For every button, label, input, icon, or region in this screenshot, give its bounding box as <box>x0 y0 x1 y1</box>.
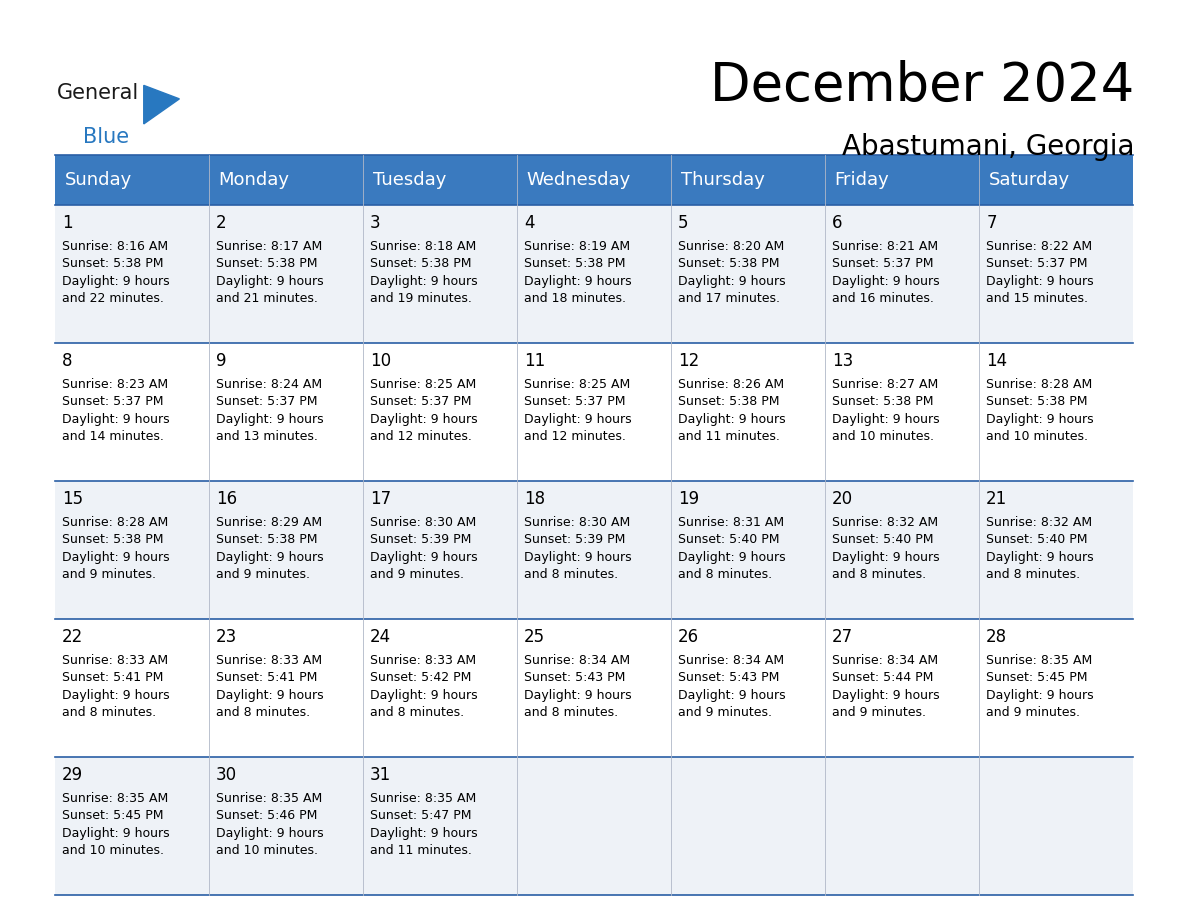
Text: 29: 29 <box>62 767 83 784</box>
Text: Sunrise: 8:26 AM
Sunset: 5:38 PM
Daylight: 9 hours
and 11 minutes.: Sunrise: 8:26 AM Sunset: 5:38 PM Dayligh… <box>678 378 785 443</box>
Text: 3: 3 <box>371 214 380 232</box>
Text: 7: 7 <box>986 214 997 232</box>
Bar <box>209 155 364 205</box>
Text: Blue: Blue <box>83 127 129 147</box>
Text: Saturday: Saturday <box>988 171 1069 189</box>
Text: 31: 31 <box>371 767 391 784</box>
Text: Sunrise: 8:28 AM
Sunset: 5:38 PM
Daylight: 9 hours
and 10 minutes.: Sunrise: 8:28 AM Sunset: 5:38 PM Dayligh… <box>986 378 1094 443</box>
Bar <box>824 155 979 205</box>
Text: 27: 27 <box>832 628 853 646</box>
Text: Sunrise: 8:35 AM
Sunset: 5:46 PM
Daylight: 9 hours
and 10 minutes.: Sunrise: 8:35 AM Sunset: 5:46 PM Dayligh… <box>216 792 324 857</box>
Text: 14: 14 <box>986 353 1007 370</box>
Text: Tuesday: Tuesday <box>373 171 446 189</box>
Bar <box>55 619 1133 757</box>
Text: Sunrise: 8:28 AM
Sunset: 5:38 PM
Daylight: 9 hours
and 9 minutes.: Sunrise: 8:28 AM Sunset: 5:38 PM Dayligh… <box>62 516 170 581</box>
Text: Sunrise: 8:21 AM
Sunset: 5:37 PM
Daylight: 9 hours
and 16 minutes.: Sunrise: 8:21 AM Sunset: 5:37 PM Dayligh… <box>832 240 940 306</box>
Text: 30: 30 <box>216 767 238 784</box>
Bar <box>517 155 671 205</box>
Text: Sunrise: 8:25 AM
Sunset: 5:37 PM
Daylight: 9 hours
and 12 minutes.: Sunrise: 8:25 AM Sunset: 5:37 PM Dayligh… <box>524 378 632 443</box>
Text: Sunrise: 8:27 AM
Sunset: 5:38 PM
Daylight: 9 hours
and 10 minutes.: Sunrise: 8:27 AM Sunset: 5:38 PM Dayligh… <box>832 378 940 443</box>
Text: Sunrise: 8:32 AM
Sunset: 5:40 PM
Daylight: 9 hours
and 8 minutes.: Sunrise: 8:32 AM Sunset: 5:40 PM Dayligh… <box>832 516 940 581</box>
Text: Sunrise: 8:25 AM
Sunset: 5:37 PM
Daylight: 9 hours
and 12 minutes.: Sunrise: 8:25 AM Sunset: 5:37 PM Dayligh… <box>371 378 478 443</box>
Bar <box>55 757 1133 895</box>
Bar <box>55 205 1133 343</box>
Text: 26: 26 <box>678 628 700 646</box>
Text: 1: 1 <box>62 214 72 232</box>
Bar <box>979 155 1133 205</box>
Text: Sunrise: 8:23 AM
Sunset: 5:37 PM
Daylight: 9 hours
and 14 minutes.: Sunrise: 8:23 AM Sunset: 5:37 PM Dayligh… <box>62 378 170 443</box>
Text: Sunday: Sunday <box>64 171 132 189</box>
Text: 23: 23 <box>216 628 238 646</box>
Bar <box>671 155 824 205</box>
Text: Sunrise: 8:35 AM
Sunset: 5:47 PM
Daylight: 9 hours
and 11 minutes.: Sunrise: 8:35 AM Sunset: 5:47 PM Dayligh… <box>371 792 478 857</box>
Text: Sunrise: 8:34 AM
Sunset: 5:44 PM
Daylight: 9 hours
and 9 minutes.: Sunrise: 8:34 AM Sunset: 5:44 PM Dayligh… <box>832 654 940 720</box>
Text: 16: 16 <box>216 490 238 509</box>
Text: Sunrise: 8:34 AM
Sunset: 5:43 PM
Daylight: 9 hours
and 8 minutes.: Sunrise: 8:34 AM Sunset: 5:43 PM Dayligh… <box>524 654 632 720</box>
Text: Sunrise: 8:30 AM
Sunset: 5:39 PM
Daylight: 9 hours
and 9 minutes.: Sunrise: 8:30 AM Sunset: 5:39 PM Dayligh… <box>371 516 478 581</box>
Bar <box>55 155 209 205</box>
Text: 15: 15 <box>62 490 83 509</box>
Text: Sunrise: 8:22 AM
Sunset: 5:37 PM
Daylight: 9 hours
and 15 minutes.: Sunrise: 8:22 AM Sunset: 5:37 PM Dayligh… <box>986 240 1094 306</box>
Text: Abastumani, Georgia: Abastumani, Georgia <box>842 133 1135 162</box>
Text: 24: 24 <box>371 628 391 646</box>
Text: Sunrise: 8:17 AM
Sunset: 5:38 PM
Daylight: 9 hours
and 21 minutes.: Sunrise: 8:17 AM Sunset: 5:38 PM Dayligh… <box>216 240 324 306</box>
Text: Sunrise: 8:34 AM
Sunset: 5:43 PM
Daylight: 9 hours
and 9 minutes.: Sunrise: 8:34 AM Sunset: 5:43 PM Dayligh… <box>678 654 785 720</box>
Text: Monday: Monday <box>219 171 290 189</box>
Text: Sunrise: 8:35 AM
Sunset: 5:45 PM
Daylight: 9 hours
and 9 minutes.: Sunrise: 8:35 AM Sunset: 5:45 PM Dayligh… <box>986 654 1094 720</box>
Text: 13: 13 <box>832 353 853 370</box>
Bar <box>55 343 1133 481</box>
Text: Sunrise: 8:24 AM
Sunset: 5:37 PM
Daylight: 9 hours
and 13 minutes.: Sunrise: 8:24 AM Sunset: 5:37 PM Dayligh… <box>216 378 324 443</box>
Text: Sunrise: 8:18 AM
Sunset: 5:38 PM
Daylight: 9 hours
and 19 minutes.: Sunrise: 8:18 AM Sunset: 5:38 PM Dayligh… <box>371 240 478 306</box>
Text: Sunrise: 8:20 AM
Sunset: 5:38 PM
Daylight: 9 hours
and 17 minutes.: Sunrise: 8:20 AM Sunset: 5:38 PM Dayligh… <box>678 240 785 306</box>
Text: 10: 10 <box>371 353 391 370</box>
Text: 18: 18 <box>524 490 545 509</box>
Text: Sunrise: 8:35 AM
Sunset: 5:45 PM
Daylight: 9 hours
and 10 minutes.: Sunrise: 8:35 AM Sunset: 5:45 PM Dayligh… <box>62 792 170 857</box>
Text: 17: 17 <box>371 490 391 509</box>
Text: 22: 22 <box>62 628 83 646</box>
Text: Sunrise: 8:32 AM
Sunset: 5:40 PM
Daylight: 9 hours
and 8 minutes.: Sunrise: 8:32 AM Sunset: 5:40 PM Dayligh… <box>986 516 1094 581</box>
Text: Sunrise: 8:31 AM
Sunset: 5:40 PM
Daylight: 9 hours
and 8 minutes.: Sunrise: 8:31 AM Sunset: 5:40 PM Dayligh… <box>678 516 785 581</box>
Text: 9: 9 <box>216 353 227 370</box>
Text: 5: 5 <box>678 214 689 232</box>
Text: 20: 20 <box>832 490 853 509</box>
Text: 19: 19 <box>678 490 700 509</box>
Text: 25: 25 <box>524 628 545 646</box>
Bar <box>55 481 1133 619</box>
Text: 12: 12 <box>678 353 700 370</box>
Text: General: General <box>57 83 139 103</box>
Text: Sunrise: 8:30 AM
Sunset: 5:39 PM
Daylight: 9 hours
and 8 minutes.: Sunrise: 8:30 AM Sunset: 5:39 PM Dayligh… <box>524 516 632 581</box>
Text: 8: 8 <box>62 353 72 370</box>
Text: Wednesday: Wednesday <box>526 171 631 189</box>
Text: Sunrise: 8:29 AM
Sunset: 5:38 PM
Daylight: 9 hours
and 9 minutes.: Sunrise: 8:29 AM Sunset: 5:38 PM Dayligh… <box>216 516 324 581</box>
Text: 2: 2 <box>216 214 227 232</box>
Text: Sunrise: 8:33 AM
Sunset: 5:41 PM
Daylight: 9 hours
and 8 minutes.: Sunrise: 8:33 AM Sunset: 5:41 PM Dayligh… <box>62 654 170 720</box>
Text: December 2024: December 2024 <box>710 60 1135 112</box>
Bar <box>364 155 517 205</box>
Text: Sunrise: 8:16 AM
Sunset: 5:38 PM
Daylight: 9 hours
and 22 minutes.: Sunrise: 8:16 AM Sunset: 5:38 PM Dayligh… <box>62 240 170 306</box>
Text: Friday: Friday <box>834 171 890 189</box>
Text: Sunrise: 8:19 AM
Sunset: 5:38 PM
Daylight: 9 hours
and 18 minutes.: Sunrise: 8:19 AM Sunset: 5:38 PM Dayligh… <box>524 240 632 306</box>
Text: 6: 6 <box>832 214 842 232</box>
Text: 11: 11 <box>524 353 545 370</box>
Text: 28: 28 <box>986 628 1007 646</box>
Text: 4: 4 <box>524 214 535 232</box>
Text: 21: 21 <box>986 490 1007 509</box>
Text: Sunrise: 8:33 AM
Sunset: 5:42 PM
Daylight: 9 hours
and 8 minutes.: Sunrise: 8:33 AM Sunset: 5:42 PM Dayligh… <box>371 654 478 720</box>
Text: Sunrise: 8:33 AM
Sunset: 5:41 PM
Daylight: 9 hours
and 8 minutes.: Sunrise: 8:33 AM Sunset: 5:41 PM Dayligh… <box>216 654 324 720</box>
Text: Thursday: Thursday <box>681 171 764 189</box>
